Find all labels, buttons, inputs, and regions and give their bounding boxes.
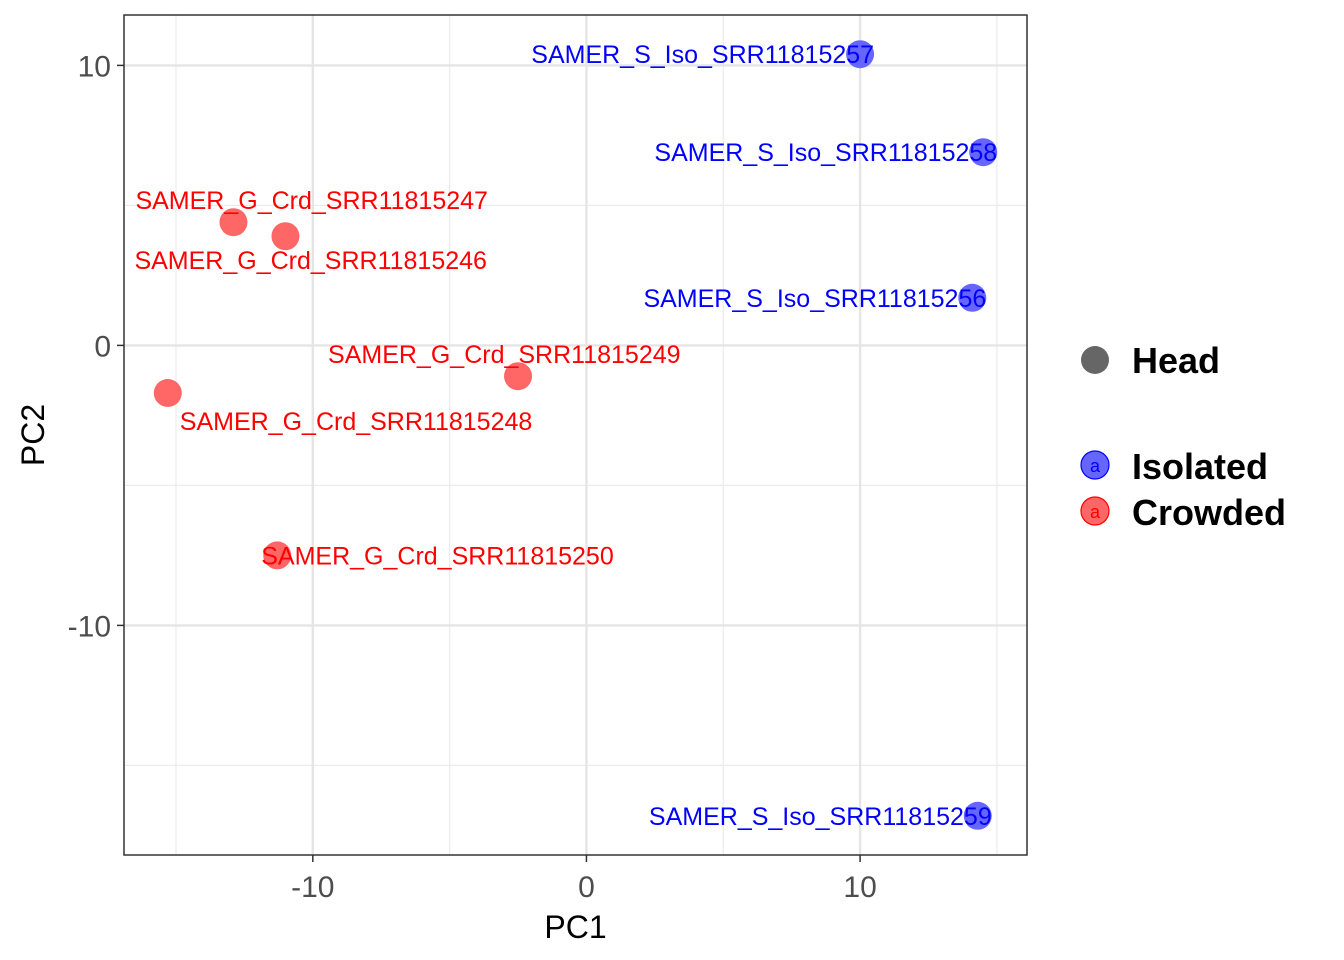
- legend-key-glyph: a: [1090, 502, 1101, 522]
- x-tick-label: -10: [291, 871, 334, 904]
- data-point-isolated: [846, 40, 875, 69]
- legend-shape-label: Head: [1132, 340, 1220, 381]
- y-tick-label: 10: [78, 50, 111, 83]
- point-label: SAMER_G_Crd_SRR11815246: [134, 247, 487, 275]
- legend-key-glyph: a: [1090, 456, 1101, 476]
- y-tick-label: 0: [94, 330, 111, 363]
- legend-color-key-isolated: [1080, 450, 1110, 480]
- data-point-isolated: [958, 283, 987, 312]
- legend-color-key-crowded: [1080, 496, 1110, 526]
- data-point-crowded: [271, 222, 300, 251]
- point-label: SAMER_G_Crd_SRR11815250: [261, 542, 614, 570]
- point-label: SAMER_G_Crd_SRR11815247: [135, 187, 488, 215]
- x-axis-title: PC1: [544, 909, 606, 945]
- legend: Head a Isolated a Crowded: [1080, 340, 1286, 533]
- legend-color-label: Crowded: [1132, 492, 1286, 533]
- point-label: SAMER_G_Crd_SRR11815249: [328, 341, 681, 369]
- point-label: SAMER_S_Iso_SRR11815256: [643, 285, 986, 313]
- data-point-isolated: [969, 138, 998, 167]
- y-axis-title: PC2: [15, 404, 51, 466]
- point-label: SAMER_S_Iso_SRR11815258: [654, 139, 997, 167]
- x-tick-label: 10: [843, 871, 876, 904]
- data-point-crowded: [153, 379, 182, 407]
- x-tick-label: 0: [578, 871, 595, 904]
- point-label: SAMER_G_Crd_SRR11815248: [180, 408, 533, 436]
- point-label: SAMER_S_Iso_SRR11815259: [649, 803, 992, 831]
- legend-shape-key: [1081, 346, 1109, 374]
- data-point-crowded: [219, 208, 248, 237]
- y-tick-label: -10: [68, 610, 111, 643]
- data-point-crowded: [504, 362, 533, 391]
- data-point-crowded: [263, 541, 292, 570]
- grid-lines: [124, 15, 1027, 855]
- data-point-isolated: [963, 801, 992, 830]
- axis-ticks: -10 0 10 10 0 -10: [68, 50, 877, 904]
- point-label: SAMER_S_Iso_SRR11815257: [531, 41, 874, 69]
- panel-border: [123, 14, 1028, 856]
- data-points: [153, 40, 998, 830]
- legend-color-label: Isolated: [1132, 446, 1268, 487]
- point-labels: SAMER_S_Iso_SRR11815257 SAMER_S_Iso_SRR11…: [134, 41, 997, 831]
